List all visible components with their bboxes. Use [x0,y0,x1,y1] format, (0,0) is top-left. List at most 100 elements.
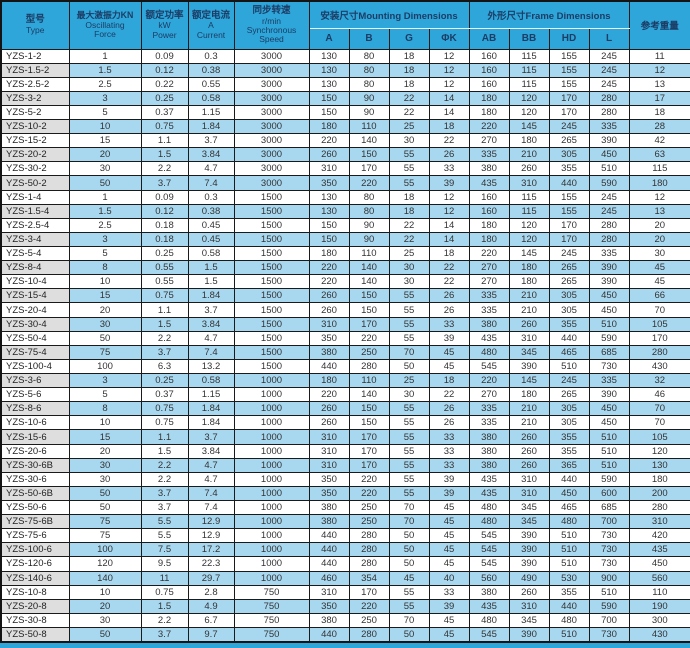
model-cell: YZS-20-2 [0,147,70,163]
value-cell: 2.8 [187,584,235,600]
value-cell: 1.5 [140,147,189,163]
value-cell: 10 [68,584,142,600]
value-cell: 420 [628,528,690,544]
model-cell: YZS-75-6B [0,514,70,530]
model-cell: YZS-1-4 [0,189,70,205]
value-cell: 170 [348,584,390,600]
value-cell: 180 [308,246,350,262]
value-cell: 3000 [233,48,310,64]
value-cell: 4.7 [187,161,235,177]
value-cell: 22 [388,217,430,233]
value-cell: 390 [508,528,550,544]
value-cell: 510 [588,584,630,600]
model-cell: YZS-50-2 [0,175,70,191]
value-cell: 510 [548,556,590,572]
value-cell: 150 [308,104,350,121]
model-cell: YZS-10-6 [0,415,70,431]
value-cell: 5.5 [140,528,189,544]
value-cell: 545 [468,627,510,643]
value-cell: 245 [548,246,590,262]
header-group-row: 型号 Type 最大激振力KN Oscillating Force 额定功率 k… [0,0,690,50]
col-header-type-en: Type [26,24,45,35]
value-cell: 390 [508,542,550,558]
value-cell: 1.84 [187,401,235,417]
value-cell: 180 [468,231,510,248]
value-cell: 1.84 [187,415,235,431]
value-cell: 150 [348,147,390,163]
value-cell: 130 [308,189,350,205]
table-row: YZS-2.5-4 2.5 0.18 0.45 1500 150 90 22 14 180 120 1… [0,217,690,233]
value-cell: 280 [588,231,630,248]
value-cell: 460 [308,570,350,586]
value-cell: 510 [588,429,630,445]
value-cell: 11 [140,570,189,586]
model-cell: YZS-15-6 [0,429,70,445]
value-cell: 310 [508,598,550,614]
value-cell: 3000 [233,147,310,163]
value-cell: 14 [428,217,470,233]
table-row: YZS-5-2 5 0.37 1.15 3000 150 90 22 14 180 120 170 28… [0,104,690,121]
value-cell: 115 [508,76,550,92]
value-cell: 105 [628,429,690,445]
col-header-type: 型号 Type [0,0,70,50]
value-cell: 305 [548,288,590,304]
value-cell: 440 [548,330,590,346]
value-cell: 590 [588,471,630,487]
value-cell: 280 [628,344,690,360]
model-cell: YZS-10-4 [0,274,70,290]
value-cell: 450 [588,415,630,431]
value-cell: 310 [308,429,350,445]
value-cell: 260 [308,302,350,318]
table-body: YZS-1-2 1 0.09 0.3 3000 130 80 18 12 160 115 155 245… [0,48,690,643]
model-cell: YZS-8-4 [0,260,70,276]
value-cell: 3.7 [140,175,189,191]
value-cell: 350 [308,471,350,487]
value-cell: 280 [588,217,630,233]
value-cell: 18 [388,48,430,64]
value-cell: 1500 [233,344,310,360]
value-cell: 170 [548,231,590,248]
table-row: YZS-20-8 20 1.5 4.9 750 350 220 55 39 435 310 440 59… [0,598,690,614]
value-cell: 180 [628,175,690,191]
col-header-current-en2: Current [196,29,226,40]
value-cell: 545 [468,358,510,375]
model-cell: YZS-5-6 [0,387,70,403]
value-cell: 245 [588,76,630,92]
value-cell: 18 [388,76,430,92]
value-cell: 18 [428,119,470,135]
value-cell: 440 [308,528,350,544]
value-cell: 170 [348,457,390,473]
value-cell: 310 [508,471,550,487]
value-cell: 1000 [233,457,310,473]
value-cell: 160 [468,62,510,78]
model-cell: YZS-10-2 [0,119,70,135]
value-cell: 3.7 [140,499,189,516]
col-header-mounting-group: 安装尺寸Mounting Dimensions [308,0,470,29]
value-cell: 5.5 [140,514,189,530]
value-cell: 1000 [233,401,310,417]
value-cell: 20 [68,598,142,614]
value-cell: 33 [428,457,470,473]
value-cell: 45 [428,542,470,558]
value-cell: 245 [588,48,630,64]
value-cell: 200 [628,485,690,502]
value-cell: 750 [233,627,310,643]
value-cell: 30 [628,246,690,262]
value-cell: 39 [428,175,470,191]
value-cell: 750 [233,598,310,614]
value-cell: 20 [628,231,690,248]
value-cell: 12 [628,62,690,78]
table-row: YZS-5-4 5 0.25 0.58 1500 180 110 25 18 220 145 245 3… [0,246,690,262]
value-cell: 3.7 [187,133,235,149]
col-header-power: 额定功率 kW Power [140,0,189,50]
col-header-force-en1: Oscillating [85,20,125,30]
value-cell: 7.4 [187,344,235,360]
value-cell: 90 [348,90,390,106]
value-cell: 380 [468,457,510,473]
model-cell: YZS-15-2 [0,133,70,149]
value-cell: 50 [388,556,430,572]
value-cell: 115 [508,62,550,78]
value-cell: 1000 [233,415,310,431]
value-cell: 12.9 [187,514,235,530]
value-cell: 75 [68,514,142,530]
